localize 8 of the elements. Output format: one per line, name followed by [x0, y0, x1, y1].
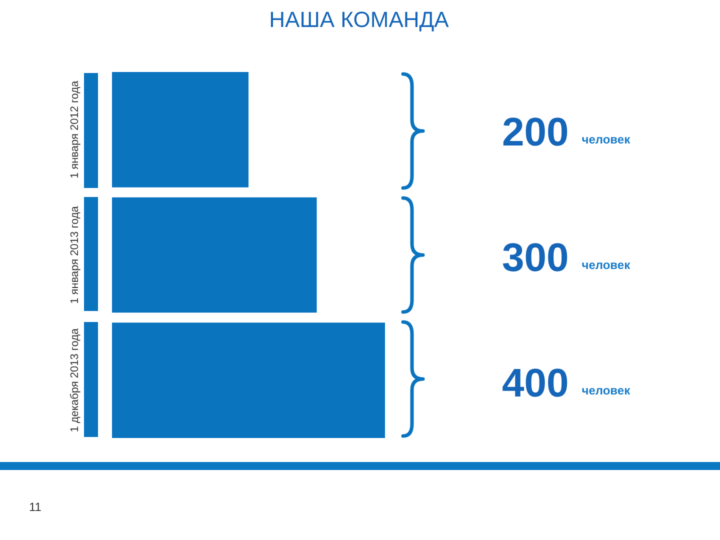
chart-title: НАША КОМАНДА	[268, 6, 450, 34]
data-label: 400 человек	[502, 361, 632, 406]
data-label: 200 человек	[502, 110, 632, 155]
y-tick-label: 1 декабря 2013 года	[69, 328, 82, 432]
data-label: 300 человек	[502, 236, 632, 280]
text: 11	[29, 500, 42, 514]
y-tick-label: 1 января 2012 года	[69, 80, 82, 179]
y-tick-label: 1 января 2013 года	[69, 205, 82, 304]
